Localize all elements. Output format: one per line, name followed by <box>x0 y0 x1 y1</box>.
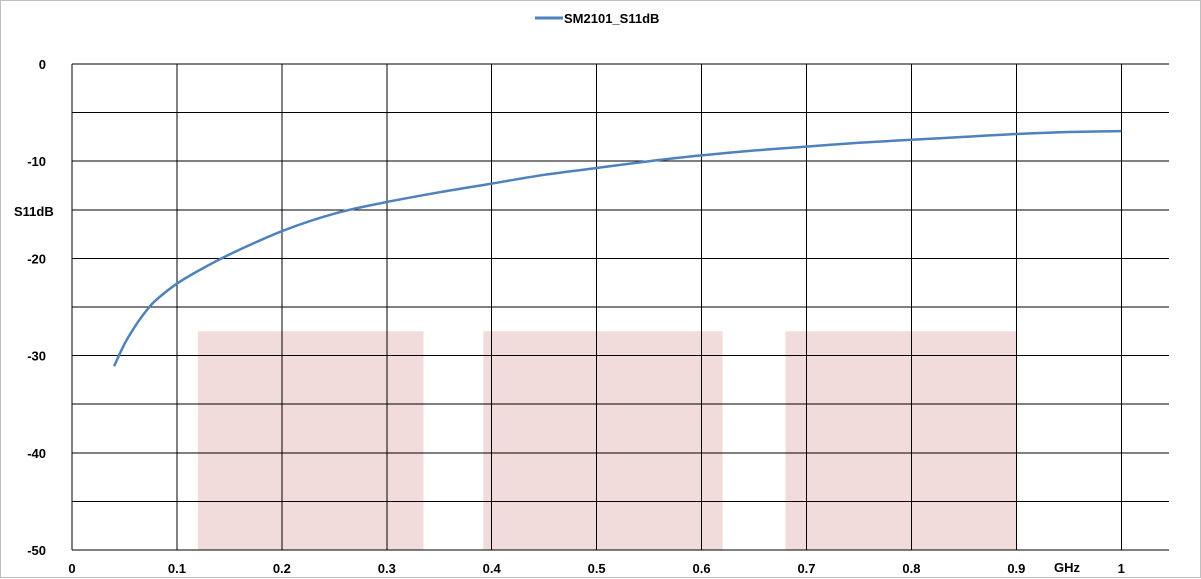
legend: SM2101_S11dB <box>535 11 659 26</box>
y-tick-label: -30 <box>27 349 46 364</box>
x-tick-label: 0.5 <box>588 561 606 576</box>
x-tick-label: 0.2 <box>273 561 291 576</box>
series-layer <box>112 129 1122 367</box>
x-tick-label: 0.3 <box>378 561 396 576</box>
shaded-band-3 <box>785 331 1017 550</box>
y-tick-label: -10 <box>27 154 46 169</box>
x-axis-label: GHz <box>1054 560 1081 575</box>
x-tick-label: 0.9 <box>1007 561 1025 576</box>
y-axis-label: S11dB <box>14 204 54 219</box>
y-tick-label: 0 <box>39 57 46 72</box>
shaded-band-2 <box>483 331 723 550</box>
series-line-1 <box>112 129 1122 367</box>
x-tick-label: 1 <box>1118 561 1125 576</box>
y-tick-label: -40 <box>27 446 46 461</box>
legend-label: SM2101_S11dB <box>564 11 659 26</box>
shaded-band-1 <box>197 331 424 550</box>
tick-labels: 0 0.1 0.2 0.3 0.4 0.5 0.6 0.7 0.8 0.9 1 0 -10 -20 -30 -… <box>27 57 1125 576</box>
x-tick-label: 0.8 <box>902 561 920 576</box>
y-tick-label: -50 <box>27 543 46 558</box>
gridlines <box>71 63 1169 551</box>
x-tick-label: 0.1 <box>168 561 186 576</box>
x-tick-label: 0.7 <box>797 561 815 576</box>
x-tick-label: 0.4 <box>483 561 502 576</box>
y-tick-label: -20 <box>27 251 46 266</box>
x-tick-label: 0.6 <box>693 561 711 576</box>
x-tick-label: 0 <box>68 561 75 576</box>
shaded-bands <box>197 331 1017 550</box>
